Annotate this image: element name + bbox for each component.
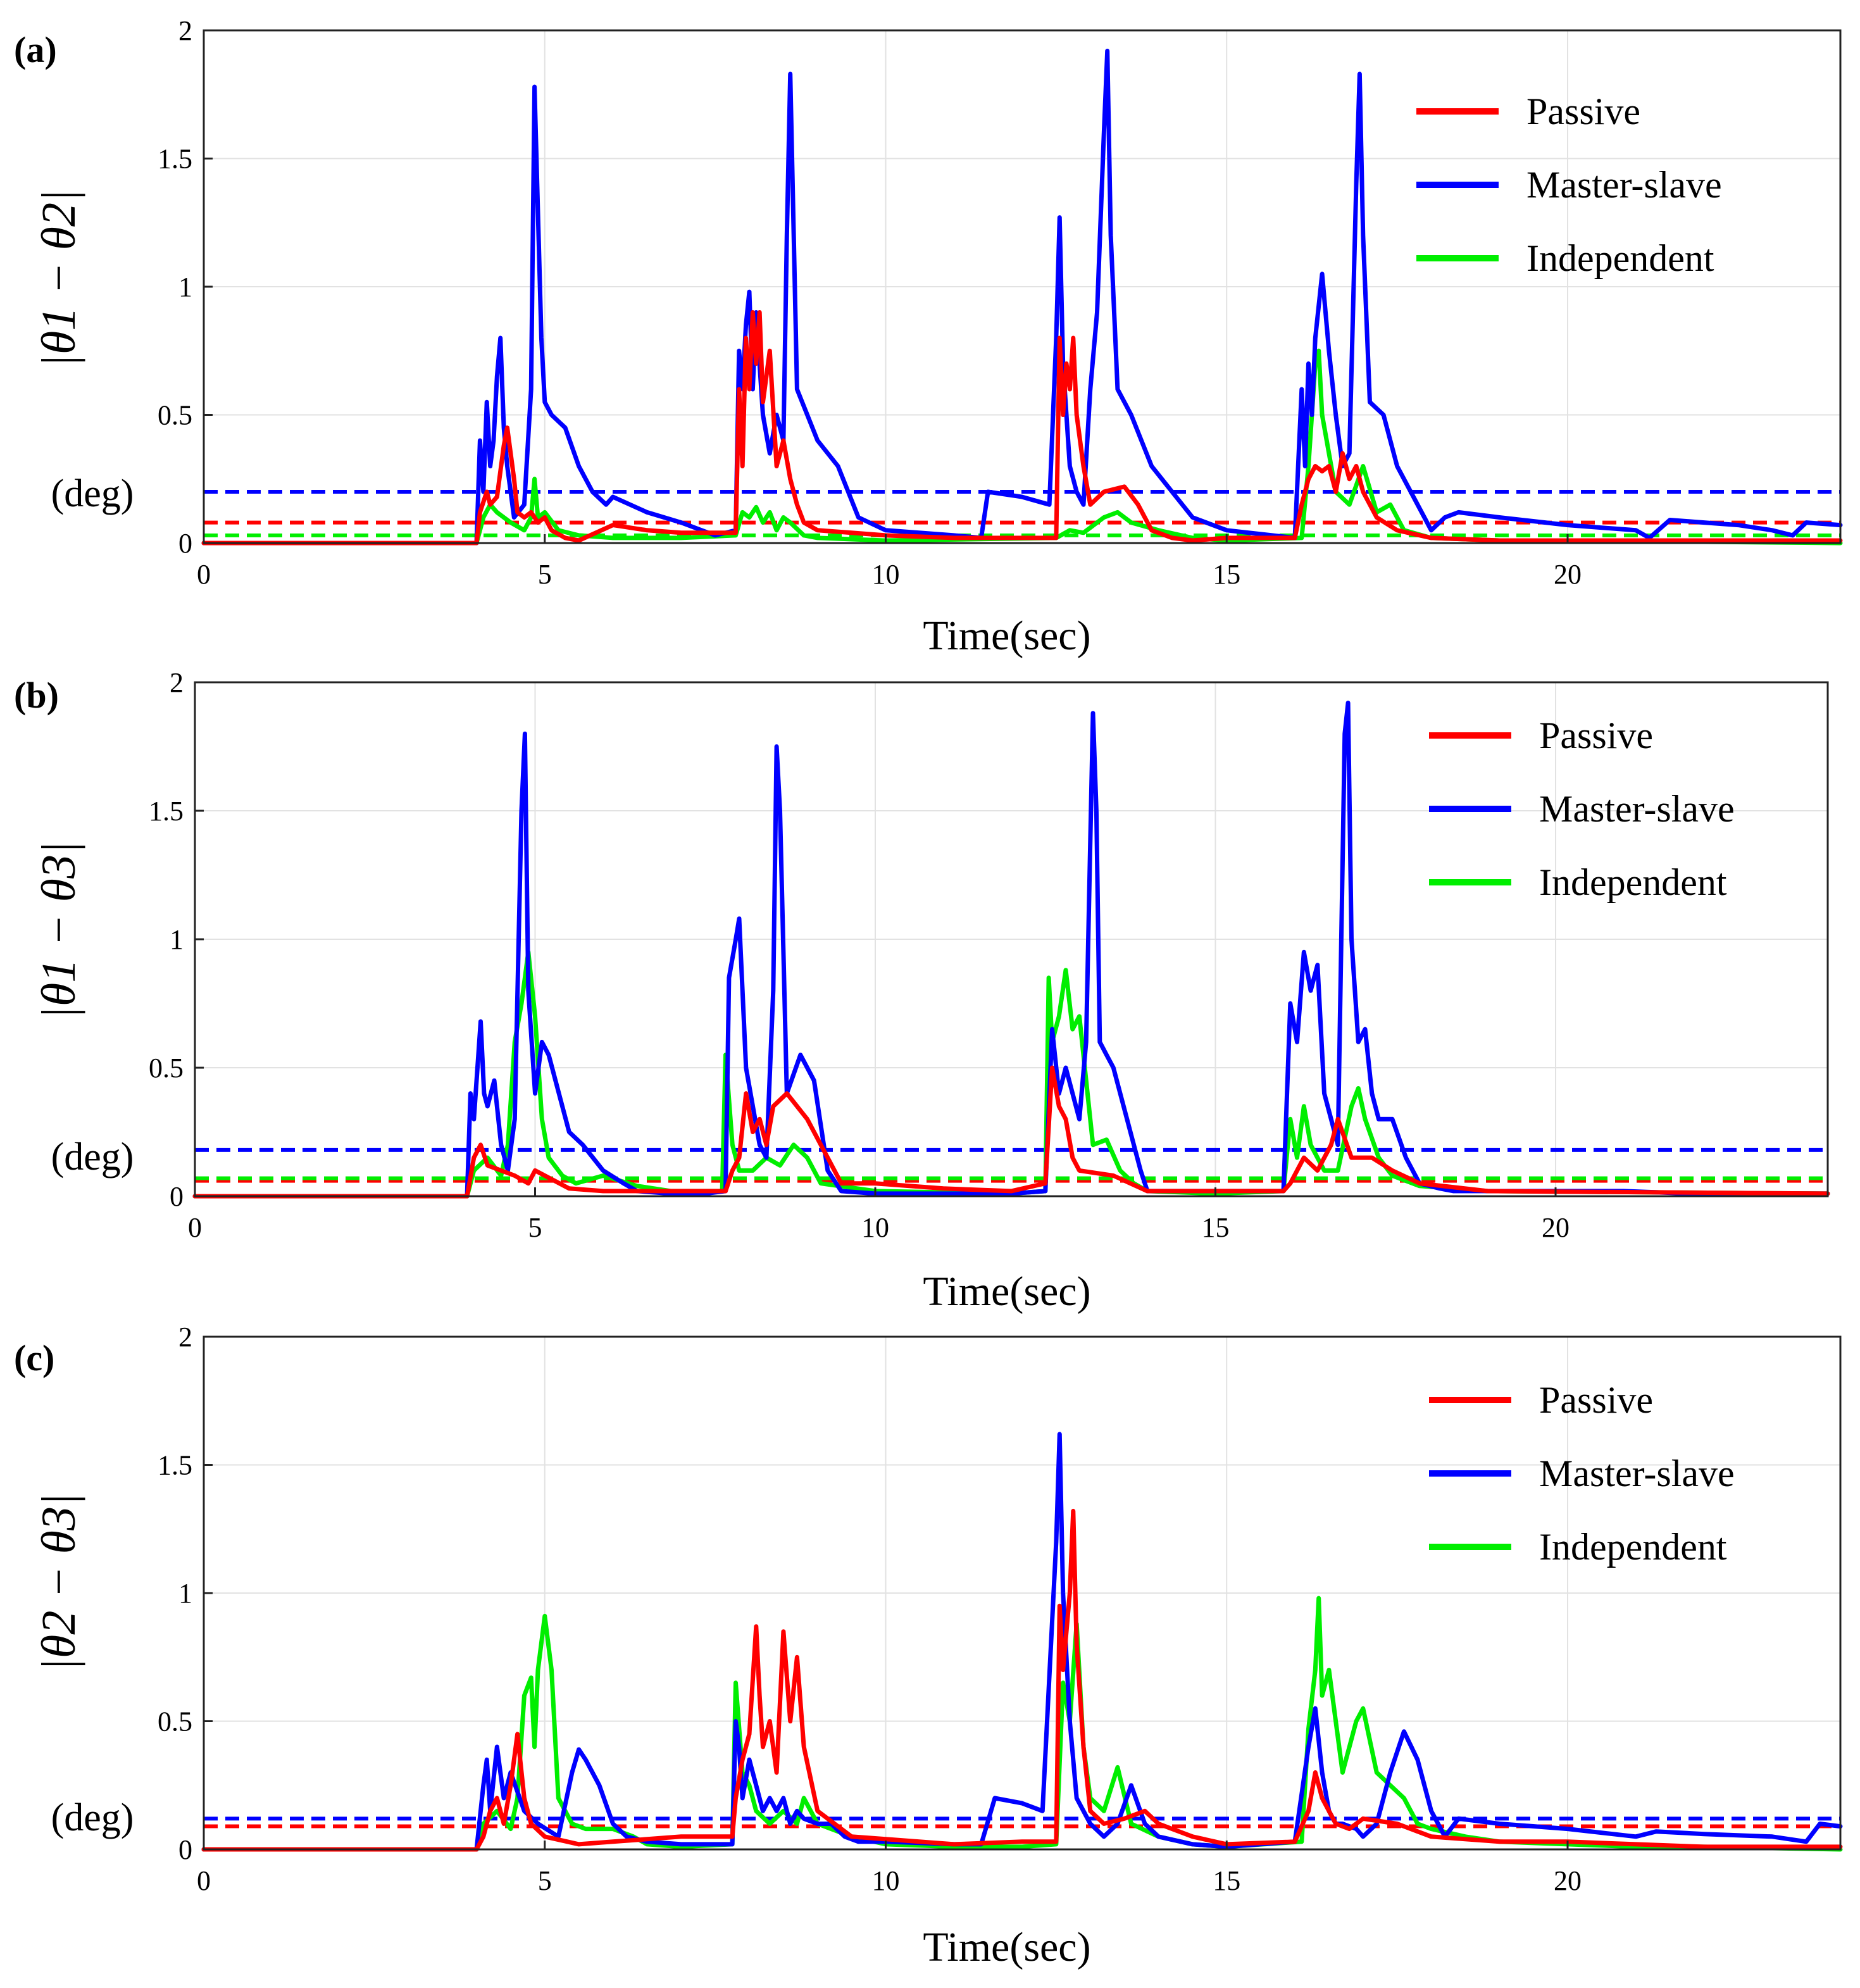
panel-label-b: (b) xyxy=(14,675,59,716)
series-line-independent xyxy=(201,1596,1843,1852)
legend-label: Independent xyxy=(1539,1526,1727,1568)
legend-label: Passive xyxy=(1526,91,1640,132)
unit-label-a: (deg) xyxy=(51,472,134,515)
y-tick-label: 1 xyxy=(170,924,184,955)
grid-a xyxy=(204,30,1840,543)
y-tick-label: 0 xyxy=(178,1834,192,1865)
y-tick-label: 0.5 xyxy=(158,400,192,431)
y-tick-label: 2 xyxy=(178,15,192,46)
x-tick-label: 5 xyxy=(538,559,552,590)
unit-label-c: (deg) xyxy=(51,1796,134,1839)
series-line-master-slave xyxy=(192,701,1830,1199)
y-tick-label: 0 xyxy=(178,528,192,559)
x-tick-label: 15 xyxy=(1202,1212,1230,1243)
y-tick-label: 1 xyxy=(178,272,192,303)
y-tick-label: 2 xyxy=(170,667,184,698)
y-axis-label-a: |θ1 − θ2| xyxy=(32,189,85,368)
x-tick-label: 20 xyxy=(1554,1865,1582,1896)
legend-label: Master-slave xyxy=(1539,1453,1735,1494)
x-tick-label: 5 xyxy=(538,1865,552,1896)
y-tick-label: 0.5 xyxy=(158,1706,192,1737)
series-line-master-slave xyxy=(201,1432,1843,1852)
x-tick-label: 15 xyxy=(1213,559,1240,590)
y-tick-label: 0 xyxy=(170,1181,184,1212)
legend-label: Master-slave xyxy=(1526,164,1722,206)
legend-label: Passive xyxy=(1539,715,1653,756)
panel-label-a: (a) xyxy=(14,29,57,70)
unit-label-b: (deg) xyxy=(51,1135,134,1178)
x-tick-label: 20 xyxy=(1554,559,1582,590)
x-tick-label: 20 xyxy=(1542,1212,1570,1243)
series-line-passive xyxy=(201,1508,1843,1852)
x-tick-label: 5 xyxy=(528,1212,542,1243)
y-tick-label: 0.5 xyxy=(149,1053,184,1084)
y-tick-label: 1 xyxy=(178,1578,192,1609)
panel-label-c: (c) xyxy=(14,1337,54,1378)
x-tick-label: 0 xyxy=(188,1212,202,1243)
x-axis-label-c: Time(sec) xyxy=(923,1924,1090,1970)
y-tick-label: 2 xyxy=(178,1322,192,1353)
x-tick-label: 15 xyxy=(1213,1865,1240,1896)
series-line-independent xyxy=(201,348,1843,546)
series-line-passive xyxy=(192,1065,1830,1199)
y-tick-label: 1.5 xyxy=(158,144,192,175)
x-tick-label: 10 xyxy=(872,1865,900,1896)
y-tick-label: 1.5 xyxy=(149,796,184,827)
series-line-independent xyxy=(192,949,1830,1199)
panel-a: (a) |θ1 − θ2| (deg) Time(sec) 0 5 10 15 20 0 0… xyxy=(14,15,1843,659)
y-tick-label: 1.5 xyxy=(158,1450,192,1481)
x-tick-label: 10 xyxy=(872,559,900,590)
x-axis-label-b: Time(sec) xyxy=(923,1268,1090,1315)
y-axis-label-c: |θ2 − θ3| xyxy=(32,1493,85,1672)
panel-c: (c) |θ2 − θ3| (deg) Time(sec) 0 5 10 15 20 0 0… xyxy=(14,1322,1843,1970)
series-line-master-slave xyxy=(201,48,1843,546)
panel-b: (b) |θ1 − θ3| (deg) Time(sec) 0 5 10 15 20 0 0… xyxy=(14,667,1830,1315)
legend-label: Passive xyxy=(1539,1379,1653,1421)
x-tick-label: 10 xyxy=(861,1212,889,1243)
legend-label: Independent xyxy=(1539,861,1727,903)
x-tick-label: 0 xyxy=(197,559,211,590)
x-tick-label: 0 xyxy=(197,1865,211,1896)
x-axis-label-a: Time(sec) xyxy=(923,613,1090,659)
grid-b xyxy=(195,682,1828,1196)
legend-label: Independent xyxy=(1526,237,1714,279)
series-line-passive xyxy=(201,310,1843,546)
legend-label: Master-slave xyxy=(1539,788,1735,830)
y-axis-label-b: |θ1 − θ3| xyxy=(32,841,85,1020)
